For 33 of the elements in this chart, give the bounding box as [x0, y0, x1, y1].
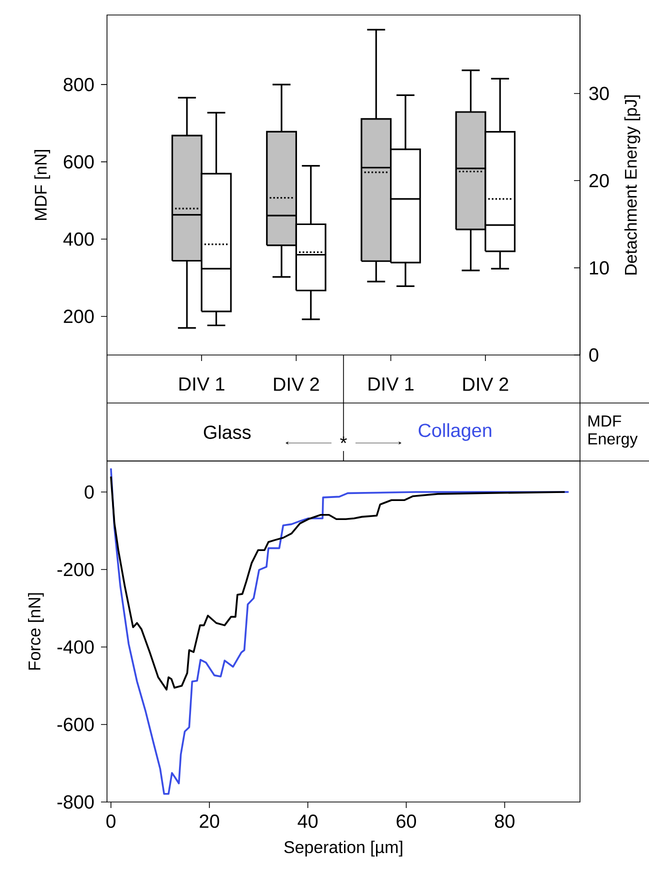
- x-tick-label: 80: [494, 814, 514, 828]
- x-axis-title: Seperation [µm]: [284, 840, 402, 857]
- y-tick-label: 200: [64, 310, 94, 324]
- y-tick-label: -600: [57, 718, 94, 732]
- y2-tick-label: 10: [590, 261, 609, 275]
- y-axis-title: Force [nN]: [28, 593, 44, 670]
- y-tick-label: -800: [57, 795, 94, 809]
- x-tick-label: DIV 1: [179, 378, 224, 391]
- y-tick-label: 0: [84, 485, 94, 499]
- text: MDF: [588, 416, 622, 426]
- y-axis-title: MDF [nN]: [34, 150, 50, 220]
- x-tick-label: DIV 2: [274, 378, 319, 391]
- y2-axis-title: Detachment Energy [pJ]: [624, 95, 640, 274]
- x-tick-label: DIV 2: [463, 378, 508, 391]
- text: Energy: [588, 433, 638, 448]
- text: Glass: [204, 425, 251, 439]
- x-tick-label: 60: [396, 814, 416, 828]
- y2-tick-label: 30: [589, 86, 609, 100]
- y2-tick-label: 0: [589, 348, 598, 362]
- y2-tick-label: 20: [589, 174, 609, 188]
- y-tick-label: -400: [57, 640, 94, 654]
- y-tick-label: 400: [63, 232, 94, 246]
- x-tick-label: 0: [106, 814, 116, 828]
- line-series: [110, 467, 570, 795]
- text: *: [340, 436, 347, 444]
- y-tick-label: -200: [57, 562, 94, 576]
- line-series: [110, 476, 566, 691]
- x-tick-label: DIV 1: [368, 378, 414, 391]
- x-tick-label: 40: [298, 814, 318, 828]
- y-tick-label: 800: [64, 78, 94, 92]
- x-tick-label: 20: [200, 814, 220, 828]
- y-tick-label: 600: [64, 155, 94, 169]
- text: Collagen: [418, 423, 492, 441]
